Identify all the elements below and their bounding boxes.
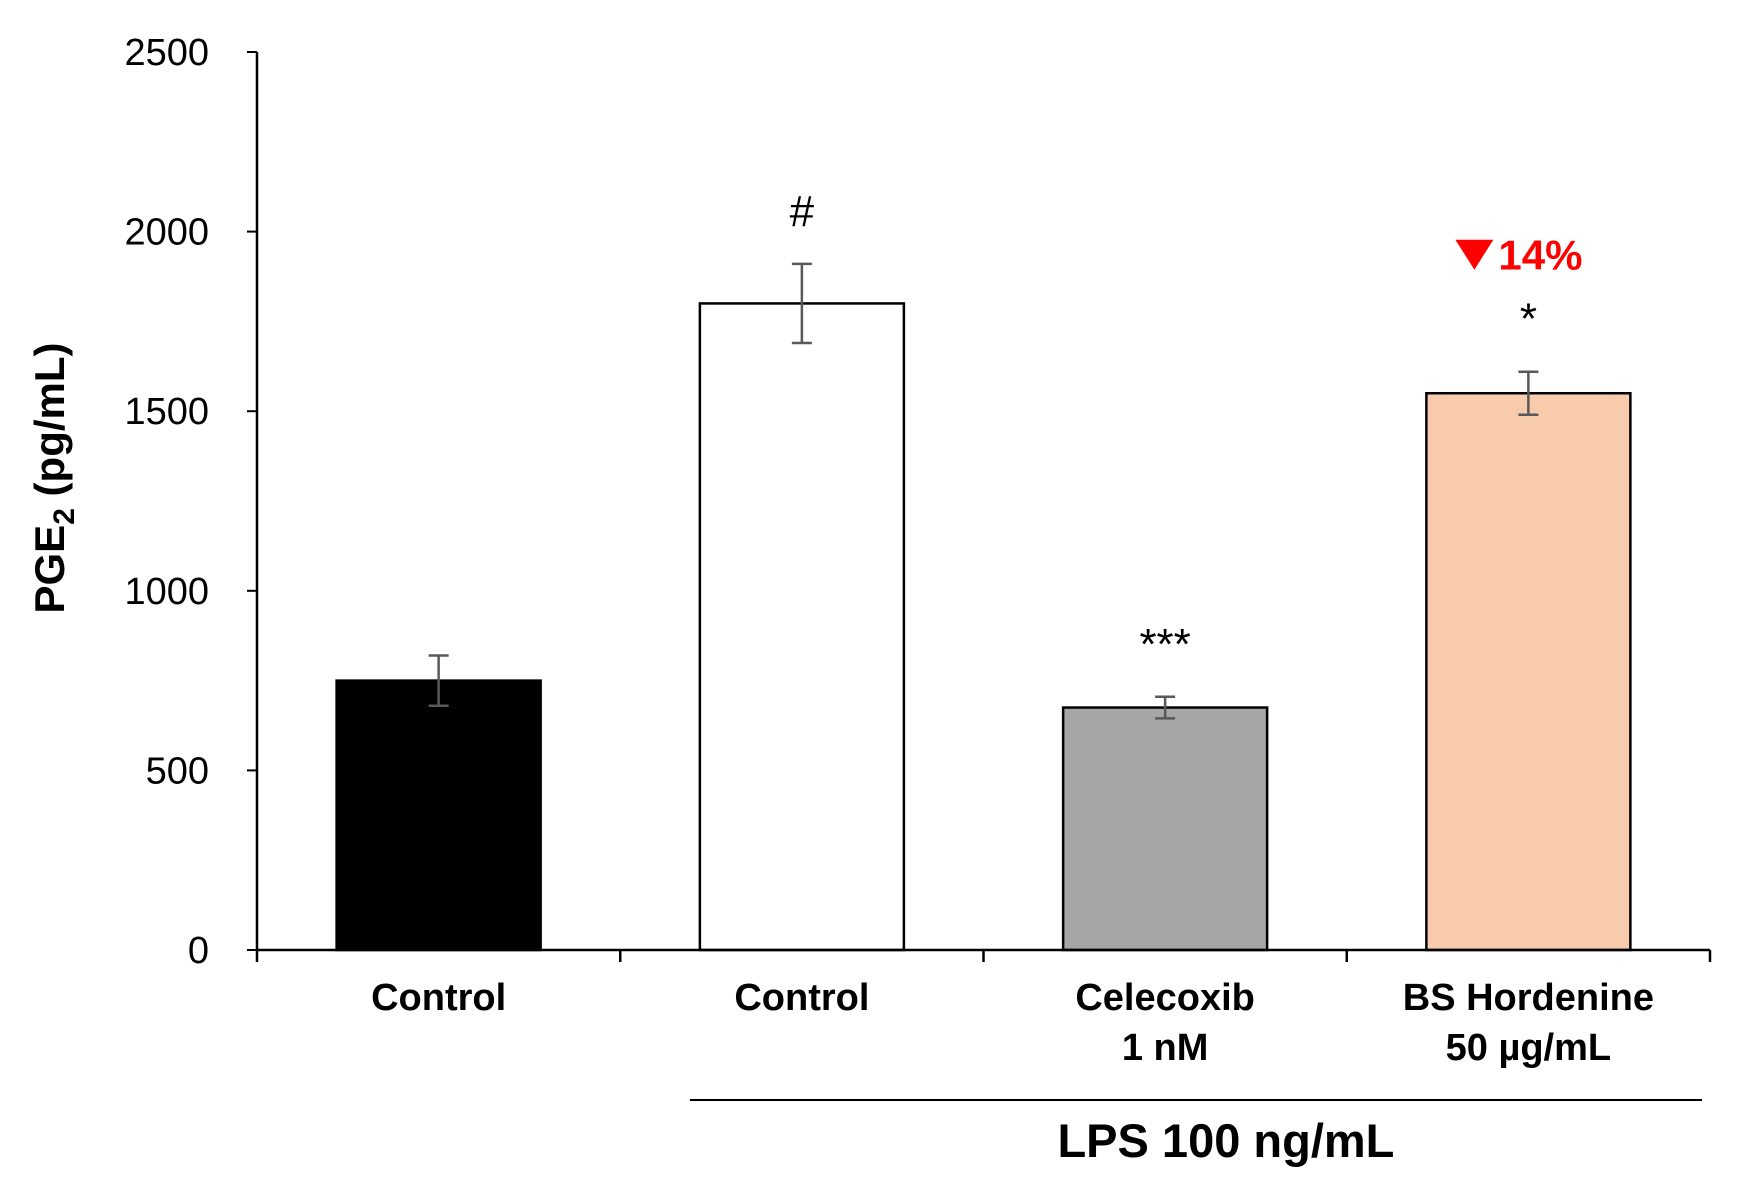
category-label: 50 µg/mL xyxy=(1446,1027,1612,1069)
y-tick-label: 1000 xyxy=(124,571,209,613)
group-bracket-label: LPS 100 ng/mL xyxy=(1057,1114,1394,1167)
reduction-percent-label: 14% xyxy=(1498,232,1582,279)
y-tick-label: 0 xyxy=(188,930,209,972)
category-label: Control xyxy=(734,977,869,1019)
category-label: Control xyxy=(371,977,506,1019)
significance-label: * xyxy=(1520,295,1537,344)
y-tick-label: 2000 xyxy=(124,212,209,254)
axes xyxy=(255,52,1712,962)
error-bars xyxy=(428,262,1539,720)
y-axis-title-main: PGE xyxy=(26,525,73,614)
category-labels: Control Control Celecoxib 1 nM BS Hordenine 5… xyxy=(371,977,1654,1069)
svg-text:PGE2 (pg/mL): PGE2 (pg/mL) xyxy=(26,342,81,613)
significance-label: *** xyxy=(1139,620,1190,669)
bars xyxy=(335,302,1632,952)
y-axis-ticks: 0 500 1000 1500 2000 2500 xyxy=(124,32,257,972)
bar xyxy=(1425,391,1632,952)
annotations: #****14%LPS 100 ng/mL xyxy=(689,187,1702,1167)
category-label: 1 nM xyxy=(1122,1027,1209,1069)
y-axis-title-unit: (pg/mL) xyxy=(26,342,73,508)
bar xyxy=(698,302,906,952)
bar xyxy=(335,679,542,952)
category-label: BS Hordenine xyxy=(1403,977,1654,1019)
y-tick-label: 500 xyxy=(146,750,209,792)
y-axis-title: PGE2 (pg/mL) xyxy=(26,342,81,613)
y-tick-label: 1500 xyxy=(124,391,209,433)
y-tick-label: 2500 xyxy=(124,32,209,74)
category-label: Celecoxib xyxy=(1075,977,1255,1019)
y-axis-title-subscript: 2 xyxy=(48,508,81,525)
bar xyxy=(1061,706,1269,952)
down-triangle-icon xyxy=(1455,239,1494,270)
significance-label: # xyxy=(790,187,815,236)
